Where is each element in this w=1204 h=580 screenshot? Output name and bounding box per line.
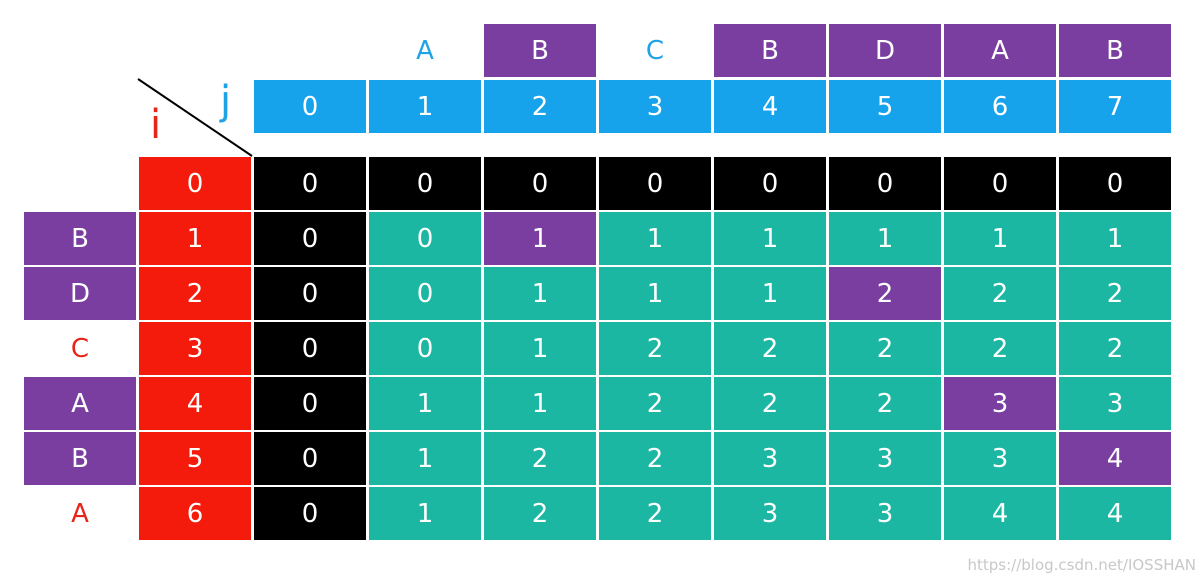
table-cell: 1	[714, 212, 826, 265]
column-letter: B	[1059, 24, 1171, 77]
column-letter: B	[714, 24, 826, 77]
table-cell: 0	[254, 432, 366, 485]
table-cell: 0	[254, 322, 366, 375]
column-letter: D	[829, 24, 941, 77]
table-cell: 3	[1059, 377, 1171, 430]
column-index: 3	[599, 80, 711, 133]
axis-label-j: j	[220, 78, 232, 124]
table-cell: 3	[714, 432, 826, 485]
table-cell: 1	[484, 322, 596, 375]
table-cell: 1	[944, 212, 1056, 265]
table-cell: 0	[369, 157, 481, 210]
column-letter: C	[645, 35, 665, 66]
row-index: 0	[139, 157, 251, 210]
table-cell: 2	[944, 322, 1056, 375]
column-index: 5	[829, 80, 941, 133]
table-cell: 0	[254, 487, 366, 540]
column-index: 0	[254, 80, 366, 133]
row-index: 3	[139, 322, 251, 375]
table-cell: 1	[484, 267, 596, 320]
table-cell: 1	[369, 487, 481, 540]
table-cell: 2	[829, 377, 941, 430]
row-letter: A	[71, 498, 89, 529]
table-cell: 2	[599, 322, 711, 375]
table-cell: 0	[944, 157, 1056, 210]
table-cell: 3	[714, 487, 826, 540]
table-cell: 0	[254, 212, 366, 265]
table-cell: 0	[484, 157, 596, 210]
table-cell: 3	[829, 487, 941, 540]
table-cell: 2	[714, 377, 826, 430]
table-cell: 1	[829, 212, 941, 265]
table-cell: 3	[829, 432, 941, 485]
column-index: 6	[944, 80, 1056, 133]
column-index: 7	[1059, 80, 1171, 133]
row-index: 4	[139, 377, 251, 430]
column-letter: A	[944, 24, 1056, 77]
table-cell: 0	[369, 267, 481, 320]
column-index: 4	[714, 80, 826, 133]
table-cell: 2	[599, 377, 711, 430]
table-cell: 2	[829, 267, 941, 320]
table-cell: 0	[369, 212, 481, 265]
table-cell: 1	[1059, 212, 1171, 265]
table-cell: 1	[484, 212, 596, 265]
axis-label-i: i	[150, 102, 162, 148]
column-letter: B	[484, 24, 596, 77]
table-cell: 3	[944, 432, 1056, 485]
row-letter: B	[24, 212, 136, 265]
table-cell: 1	[369, 377, 481, 430]
table-cell: 2	[599, 487, 711, 540]
table-cell: 1	[599, 212, 711, 265]
row-index: 6	[139, 487, 251, 540]
table-cell: 2	[484, 487, 596, 540]
table-cell: 4	[944, 487, 1056, 540]
table-cell: 0	[254, 157, 366, 210]
table-cell: 1	[714, 267, 826, 320]
table-cell: 2	[829, 322, 941, 375]
row-index: 5	[139, 432, 251, 485]
table-cell: 0	[714, 157, 826, 210]
table-cell: 1	[369, 432, 481, 485]
row-letter: C	[70, 333, 90, 364]
table-cell: 0	[599, 157, 711, 210]
table-cell: 2	[599, 432, 711, 485]
table-cell: 0	[829, 157, 941, 210]
table-cell: 2	[1059, 322, 1171, 375]
table-cell: 2	[484, 432, 596, 485]
row-index: 1	[139, 212, 251, 265]
row-index: 2	[139, 267, 251, 320]
row-letter: D	[24, 267, 136, 320]
table-cell: 1	[484, 377, 596, 430]
watermark: https://blog.csdn.net/IOSSHAN	[967, 556, 1197, 574]
column-index: 1	[369, 80, 481, 133]
table-cell: 2	[1059, 267, 1171, 320]
table-cell: 4	[1059, 432, 1171, 485]
table-cell: 0	[1059, 157, 1171, 210]
table-cell: 3	[944, 377, 1056, 430]
row-letter: A	[24, 377, 136, 430]
table-cell: 1	[599, 267, 711, 320]
column-index: 2	[484, 80, 596, 133]
table-cell: 4	[1059, 487, 1171, 540]
table-cell: 0	[369, 322, 481, 375]
table-cell: 2	[714, 322, 826, 375]
column-letter: A	[416, 35, 434, 66]
table-cell: 0	[254, 267, 366, 320]
row-letter: B	[24, 432, 136, 485]
table-cell: 0	[254, 377, 366, 430]
table-cell: 2	[944, 267, 1056, 320]
